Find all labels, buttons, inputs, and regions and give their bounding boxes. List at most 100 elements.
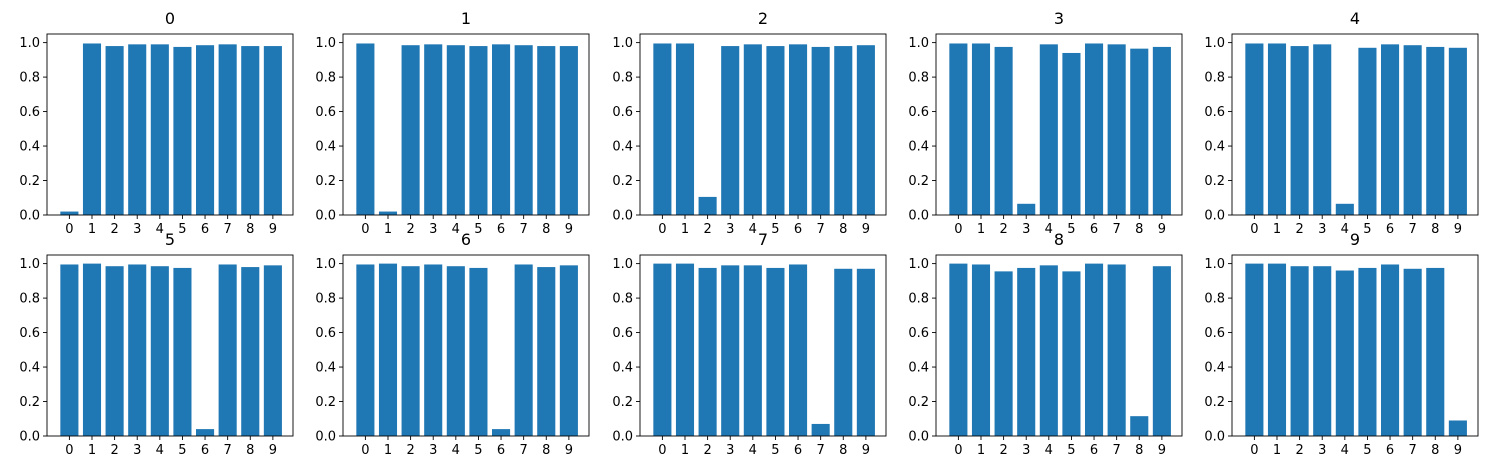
x-tick-label: 9	[1158, 222, 1166, 237]
y-tick-label: 0.0	[1204, 430, 1225, 445]
bar	[537, 46, 556, 215]
x-tick-label: 5	[474, 443, 482, 458]
subplot-title: 6	[461, 230, 471, 249]
x-tick-label: 1	[1273, 222, 1281, 237]
bar	[743, 265, 762, 436]
x-tick-label: 9	[862, 222, 870, 237]
x-tick-label: 3	[726, 222, 734, 237]
bar	[1358, 47, 1377, 215]
x-tick-label: 2	[999, 222, 1007, 237]
bar	[1403, 45, 1422, 216]
x-tick-label: 2	[703, 443, 711, 458]
bar	[514, 45, 533, 216]
x-tick-label: 8	[542, 443, 550, 458]
x-tick-label: 2	[406, 222, 414, 237]
x-tick-label: 3	[429, 443, 437, 458]
x-tick-label: 4	[749, 222, 757, 237]
subplot-title: 1	[461, 9, 471, 28]
x-tick-label: 7	[1113, 443, 1121, 458]
x-tick-label: 0	[361, 222, 369, 237]
subplot-7: 70.00.20.40.60.81.00 1 2 3 4 5 6 7 8 9	[612, 230, 887, 458]
y-tick-label: 0.8	[1204, 292, 1225, 307]
bar	[1335, 270, 1354, 436]
y-tick-label: 1.0	[19, 257, 40, 272]
bar	[721, 265, 740, 436]
x-tick-label: 6	[1090, 443, 1098, 458]
y-tick-label: 1.0	[908, 257, 929, 272]
bar	[1085, 43, 1104, 215]
bar	[1039, 265, 1058, 436]
bar	[949, 43, 968, 215]
x-tick-label: 1	[681, 443, 689, 458]
bar	[492, 429, 511, 436]
bar	[82, 43, 102, 215]
y-tick-label: 0.2	[1204, 174, 1225, 189]
x-tick-label: 8	[839, 222, 847, 237]
axes-frame	[1231, 254, 1479, 437]
axes-frame	[639, 33, 887, 216]
y-tick-label: 0.2	[315, 174, 336, 189]
bar	[834, 46, 853, 215]
bar	[196, 45, 215, 216]
bar	[994, 271, 1013, 436]
bar	[128, 264, 147, 436]
bar	[698, 267, 717, 436]
bar	[356, 43, 375, 215]
x-tick-label: 4	[1045, 443, 1053, 458]
bar	[559, 46, 578, 215]
x-tick-label: 8	[1135, 222, 1143, 237]
axes-frame	[639, 254, 887, 437]
bar	[1403, 268, 1422, 436]
x-tick-label: 8	[1431, 222, 1439, 237]
axes-frame	[342, 33, 590, 216]
x-tick-label: 6	[1090, 222, 1098, 237]
bar	[105, 266, 124, 436]
x-tick-label: 5	[771, 443, 779, 458]
x-tick-label: 1	[88, 443, 96, 458]
bar	[789, 44, 808, 215]
bar	[1381, 264, 1400, 436]
x-tick-label: 9	[565, 222, 573, 237]
x-tick-label: 5	[1067, 443, 1075, 458]
bar	[173, 46, 192, 215]
x-tick-label: 4	[1045, 222, 1053, 237]
x-tick-label: 4	[1341, 222, 1349, 237]
x-tick-label: 3	[1318, 443, 1326, 458]
y-tick-label: 0.0	[612, 209, 633, 224]
subplot-1: 10.00.20.40.60.81.00 1 2 3 4 5 6 7 8 9	[315, 9, 590, 237]
y-tick-label: 0.4	[315, 361, 336, 376]
x-tick-label: 3	[1318, 222, 1326, 237]
bar	[241, 46, 260, 215]
x-tick-label: 0	[361, 443, 369, 458]
x-tick-label: 5	[771, 222, 779, 237]
x-tick-label: 2	[406, 443, 414, 458]
subplot-4: 40.00.20.40.60.81.00 1 2 3 4 5 6 7 8 9	[1204, 9, 1479, 237]
y-tick-label: 0.8	[908, 71, 929, 86]
bar	[128, 44, 147, 215]
y-tick-label: 1.0	[1204, 36, 1225, 51]
y-tick-label: 0.2	[908, 395, 929, 410]
bar	[1290, 46, 1309, 215]
y-tick-label: 0.6	[908, 326, 929, 341]
y-tick-label: 1.0	[612, 257, 633, 272]
bar	[1335, 203, 1354, 215]
bar	[1107, 44, 1126, 215]
y-tick-label: 0.8	[19, 71, 40, 86]
x-tick-label: 4	[452, 443, 460, 458]
bar	[1039, 44, 1058, 215]
y-tick-label: 0.4	[612, 361, 633, 376]
bar	[469, 46, 488, 215]
y-tick-label: 0.8	[1204, 71, 1225, 86]
bar	[743, 44, 762, 215]
bar	[698, 196, 717, 215]
x-tick-label: 2	[703, 222, 711, 237]
y-tick-label: 0.0	[315, 209, 336, 224]
subplot-title: 0	[165, 9, 175, 28]
x-tick-label: 8	[246, 443, 254, 458]
y-tick-label: 0.0	[908, 209, 929, 224]
bar	[492, 44, 511, 215]
x-tick-label: 0	[954, 443, 962, 458]
y-tick-label: 0.2	[19, 174, 40, 189]
bar	[446, 45, 465, 216]
